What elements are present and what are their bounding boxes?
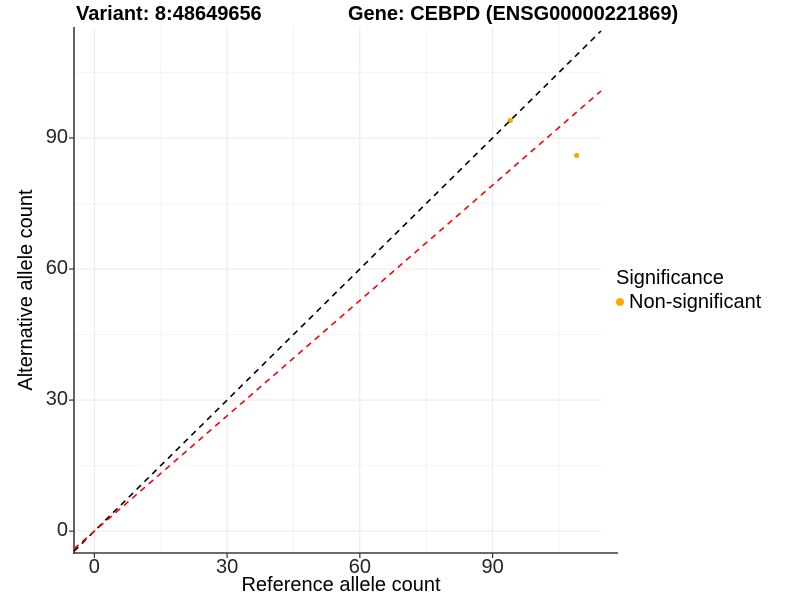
data-point <box>507 117 513 124</box>
x-tick-label: 90 <box>481 556 504 578</box>
legend: Significance Non-significant <box>616 266 761 313</box>
y-tick-label: 90 <box>45 125 68 148</box>
x-tick-label: 30 <box>215 556 239 578</box>
plot-title-variant: Variant: 8:48649656 <box>76 3 262 25</box>
legend-title: Significance <box>616 267 724 289</box>
x-tick-label: 60 <box>348 556 371 578</box>
x-tick-label: 0 <box>88 556 100 578</box>
y-tick-label: 0 <box>56 519 68 542</box>
legend-entry-label: Non-significant <box>629 291 762 313</box>
y-tick-label: 30 <box>45 388 68 411</box>
axis-lines <box>73 27 618 554</box>
identity-line <box>73 30 602 552</box>
y-axis-title: Alternative allele count <box>15 189 37 391</box>
y-tick-label: 60 <box>45 257 68 280</box>
legend-entry: Non-significant <box>616 291 761 313</box>
plot-title-gene: Gene: CEBPD (ENSG00000221869) <box>348 3 679 25</box>
legend-point-icon <box>616 298 624 306</box>
data-points <box>507 117 580 159</box>
data-point <box>574 152 580 159</box>
axis-tick-marks <box>69 137 494 558</box>
gridlines-major <box>74 27 601 553</box>
x-axis-title: Reference allele count <box>241 574 441 596</box>
reference-lines <box>73 30 602 552</box>
expected-ratio-line <box>73 90 602 550</box>
